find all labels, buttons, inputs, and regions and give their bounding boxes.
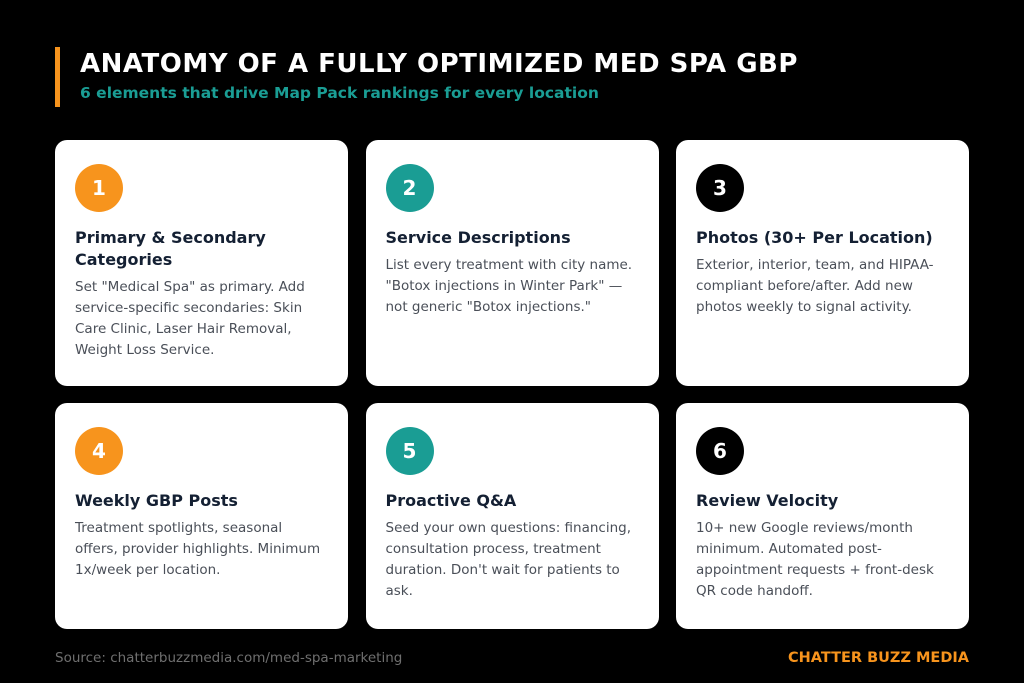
card-4: 4 Weekly GBP Posts Treatment spotlights,…	[55, 403, 348, 629]
number-badge: 2	[385, 164, 434, 212]
page-subtitle: 6 elements that drive Map Pack rankings …	[80, 84, 599, 102]
card-description: Seed your own questions: financing, cons…	[385, 520, 632, 599]
number-badge: 5	[385, 427, 434, 475]
card-title: Weekly GBP Posts	[75, 491, 238, 510]
card-2: 2 Service Descriptions List every treatm…	[365, 140, 659, 386]
brand-name: CHATTER BUZZ MEDIA	[788, 650, 969, 666]
card-description: Treatment spotlights, seasonal offers, p…	[75, 520, 321, 578]
header: ANATOMY OF A FULLY OPTIMIZED MED SPA GBP…	[55, 47, 798, 107]
card-title: Review Velocity	[696, 491, 839, 510]
card-3: 3 Photos (30+ Per Location) Exterior, in…	[676, 140, 969, 386]
card-title: Photos (30+ Per Location)	[696, 228, 933, 247]
number-badge: 6	[696, 427, 744, 475]
number-badge: 3	[696, 164, 744, 212]
card-description: Set "Medical Spa" as primary. Add servic…	[75, 279, 305, 358]
card-title: Primary & Secondary Categories	[75, 228, 266, 269]
card-description: List every treatment with city name. "Bo…	[385, 257, 633, 315]
number-badge: 1	[75, 164, 123, 212]
card-description: Exterior, interior, team, and HIPAA-comp…	[696, 257, 934, 315]
card-6: 6 Review Velocity 10+ new Google reviews…	[676, 403, 969, 629]
cards-grid: 1 Primary & Secondary Categories Set "Me…	[55, 140, 969, 629]
page-title: ANATOMY OF A FULLY OPTIMIZED MED SPA GBP	[80, 49, 798, 79]
card-title: Proactive Q&A	[385, 491, 517, 510]
number-badge: 4	[75, 427, 123, 475]
card-description: 10+ new Google reviews/month minimum. Au…	[696, 520, 934, 599]
card-title: Service Descriptions	[385, 228, 571, 247]
card-1: 1 Primary & Secondary Categories Set "Me…	[55, 140, 348, 386]
card-5: 5 Proactive Q&A Seed your own questions:…	[365, 403, 659, 629]
source-text: Source: chatterbuzzmedia.com/med-spa-mar…	[55, 650, 403, 666]
